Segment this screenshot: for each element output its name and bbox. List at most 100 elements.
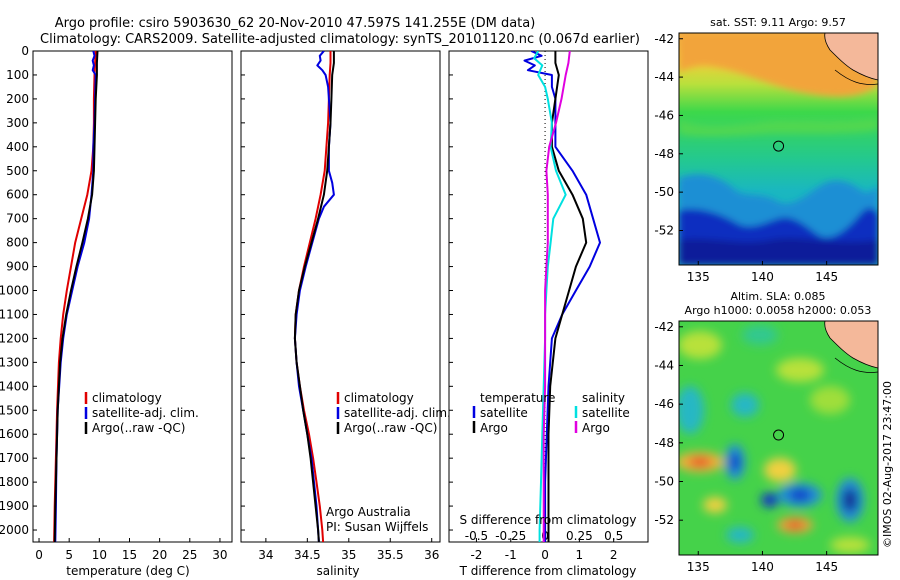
legend-label-satellite: satellite-adj. clim.: [92, 406, 199, 420]
y-tick-label: 0: [21, 44, 29, 58]
x-tick-label: 35.5: [377, 548, 404, 562]
x-tick-label: 36: [424, 548, 439, 562]
map-y-tick-label: -48: [654, 147, 674, 161]
y-tick-label: 2000: [0, 523, 29, 537]
y-tick-label: 900: [6, 260, 29, 274]
legend-label-climatology: climatology: [344, 391, 414, 405]
x-tick-label: 30: [212, 548, 227, 562]
series-line-argo-raw-qc-: [53, 51, 99, 542]
map-y-tick-label: -46: [654, 108, 674, 122]
sla-map-frame: [678, 320, 879, 556]
x-tick-label: 5: [65, 548, 73, 562]
sst-map-panel: sat. SST: 9.11 Argo: 9.57 135 140 145 -42 -4…: [654, 16, 879, 284]
x-tick-label: 20: [152, 548, 167, 562]
difference-legend: temperature satellite Argo salinity sate…: [472, 391, 630, 435]
legend-label-satellite: satellite-adj. clim.: [344, 406, 451, 420]
series-line-satellite: [533, 51, 567, 542]
y-tick-label: 500: [6, 164, 29, 178]
map-y-tick-label: -52: [654, 223, 674, 237]
salinity-plot-frame: [240, 50, 441, 543]
map-y-tick-label: -50: [654, 185, 674, 199]
y-tick-label: 800: [6, 236, 29, 250]
difference-series: [523, 51, 601, 542]
difference-top-label: S difference from climatology: [460, 513, 637, 527]
map-y-tick-label: -52: [654, 513, 674, 527]
salinity-panel: 34 34.5 35 35.5 36 climatology satellite-adj…: [240, 50, 451, 578]
temperature-plot-frame: [32, 50, 233, 543]
series-line-satellite: [523, 51, 601, 542]
temperature-legend: climatology satellite-adj. clim. Argo(..…: [84, 391, 199, 435]
x-tick-label: 0: [35, 548, 43, 562]
map-y-tick-label: -44: [654, 358, 674, 372]
y-tick-label: 1200: [0, 331, 29, 345]
map-x-tick-label: 140: [751, 270, 774, 284]
y-tick-label: 1000: [0, 284, 29, 298]
y-tick-label: 1400: [0, 379, 29, 393]
y-tick-label: 100: [6, 68, 29, 82]
y-tick-label: 1100: [0, 307, 29, 321]
legend-label-argo: Argo(..raw -QC): [92, 421, 185, 435]
x-tick-label: 15: [122, 548, 137, 562]
x-tick-label: 0: [541, 548, 549, 562]
sla-map-title: Altim. SLA: 0.085: [730, 290, 825, 303]
legend-label-t-argo: Argo: [480, 421, 508, 435]
legend-label-t-satellite: satellite: [480, 406, 528, 420]
sst-map-image: [679, 33, 878, 265]
y-tick-label: 1700: [0, 451, 29, 465]
y-tick-label: 1800: [0, 475, 29, 489]
salinity-legend: climatology satellite-adj. clim. Argo(..…: [336, 391, 451, 435]
temperature-xlabel: temperature (deg C): [66, 564, 189, 578]
annotation-pi: PI: Susan Wijffels: [326, 520, 428, 534]
x-tick-label: 2: [610, 548, 618, 562]
y-tick-label: 200: [6, 92, 29, 106]
map-x-tick-label: 135: [687, 270, 710, 284]
legend-label-argo: Argo(..raw -QC): [344, 421, 437, 435]
map-y-tick-label: -42: [654, 320, 674, 334]
map-y-tick-label: -46: [654, 397, 674, 411]
salinity-series: [293, 51, 335, 542]
top-tick-label: -0.25: [495, 529, 526, 543]
series-line-argo: [547, 51, 588, 542]
map-y-tick-label: -50: [654, 475, 674, 489]
y-tick-label: 700: [6, 212, 29, 226]
x-tick-label: 34: [258, 548, 273, 562]
y-tick-label: 600: [6, 188, 29, 202]
sst-map-frame: [678, 32, 879, 266]
top-tick-label: 0.25: [566, 529, 593, 543]
sla-map-image: [679, 321, 878, 555]
temperature-series: [53, 51, 99, 542]
header-line-1: Argo profile: csiro 5903630_62 20-Nov-20…: [55, 16, 536, 31]
legend-title-temperature: temperature: [480, 391, 555, 405]
legend-label-s-argo: Argo: [582, 421, 610, 435]
map-y-tick-label: -42: [654, 32, 674, 46]
sst-map-title: sat. SST: 9.11 Argo: 9.57: [710, 16, 846, 29]
sla-float-position-marker: [773, 429, 785, 441]
tasmania-landmass: [824, 321, 878, 369]
temperature-panel: 0 5 10 15 20 25 300100200300400500600700800900…: [0, 44, 233, 578]
map-x-tick-label: 135: [687, 560, 710, 574]
legend-title-salinity: salinity: [582, 391, 625, 405]
y-tick-label: 400: [6, 140, 29, 154]
x-tick-label: 25: [182, 548, 197, 562]
series-line-argo-raw-qc-: [293, 51, 335, 542]
sla-map-panel: Altim. SLA: 0.085 Argo h1000: 0.0058 h20…: [654, 290, 879, 574]
salinity-axes: 34 34.5 35 35.5 36: [241, 50, 439, 562]
x-tick-label: 10: [92, 548, 107, 562]
map-y-tick-label: -48: [654, 436, 674, 450]
map-x-tick-label: 145: [815, 560, 838, 574]
sla-map-axes: 135 140 145 -42 -44 -46 -48 -50 -52: [654, 320, 838, 574]
tasmania-landmass: [824, 33, 878, 81]
salinity-xlabel: salinity: [316, 564, 359, 578]
sla-map-subtitle: Argo h1000: 0.0058 h2000: 0.053: [685, 304, 872, 317]
temperature-axes: 0 5 10 15 20 25 300100200300400500600700800900…: [0, 44, 228, 562]
legend-label-s-satellite: satellite: [582, 406, 630, 420]
map-x-tick-label: 140: [751, 560, 774, 574]
credit-stamp: ©IMOS 02-Aug-2017 23:47:00: [881, 381, 894, 548]
difference-axes: -2 -1 0 1 2-0.5 -0.25 0 0.25 0.5: [449, 50, 623, 562]
x-tick-label: 34.5: [294, 548, 321, 562]
series-line-argo: [542, 51, 571, 542]
top-tick-label: -0.5: [465, 529, 488, 543]
annotation-institution: Argo Australia: [326, 505, 411, 519]
map-x-tick-label: 145: [815, 270, 838, 284]
y-tick-label: 1900: [0, 499, 29, 513]
